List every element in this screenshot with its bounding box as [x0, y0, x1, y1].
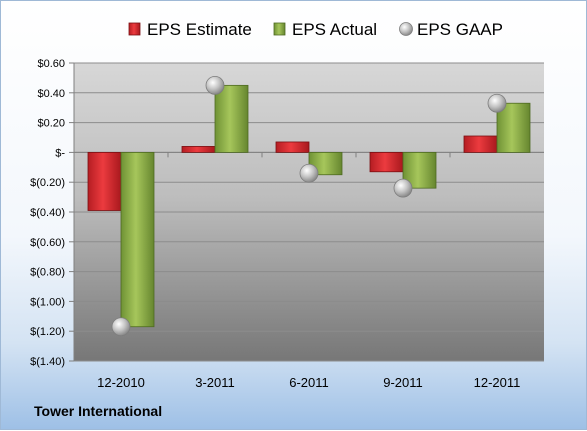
eps-estimate-bar	[87, 151, 122, 211]
eps-estimate-bar	[463, 135, 498, 153]
eps-estimate-bar	[275, 141, 310, 153]
x-tick-label: 6-2011	[289, 375, 329, 390]
x-tick-label: 3-2011	[195, 375, 235, 390]
eps-gaap-marker	[393, 178, 413, 198]
y-tick-label: $(0.40)	[30, 207, 65, 219]
eps-estimate-legend-label: EPS Estimate	[147, 20, 252, 39]
eps-gaap-marker	[487, 93, 507, 113]
eps-actual-legend-icon	[273, 22, 286, 36]
legend: EPS Estimate EPS Actual EPS GAAP	[128, 20, 503, 39]
y-tick-label: $-	[55, 147, 65, 159]
eps-actual-bar	[120, 151, 155, 328]
eps-gaap-legend-icon	[399, 22, 413, 36]
y-tick-label: $(0.80)	[30, 267, 65, 279]
y-tick-label: $(0.20)	[30, 177, 65, 189]
eps-gaap-legend-label: EPS GAAP	[417, 20, 503, 39]
company-name: Tower International	[34, 403, 163, 419]
eps-actual-legend-label: EPS Actual	[292, 20, 377, 39]
eps-estimate-bar	[181, 146, 216, 153]
eps-actual-bar	[214, 84, 249, 153]
x-tick-label: 12-2011	[474, 375, 521, 390]
eps-gaap-marker	[111, 317, 131, 337]
plot-area: $0.60 $0.40 $0.20 $- $(0.20) $(0.40) $(0.60) $(…	[30, 58, 544, 390]
y-tick-label: $(1.40)	[30, 356, 65, 368]
y-tick-label: $(1.00)	[30, 296, 65, 308]
eps-actual-bar	[496, 102, 531, 153]
eps-gaap-marker	[299, 163, 319, 183]
y-tick-label: $0.20	[37, 118, 65, 130]
y-tick-label: $0.60	[37, 58, 65, 70]
x-tick-label: 9-2011	[383, 375, 423, 390]
y-tick-label: $0.40	[37, 88, 65, 100]
x-tick-label: 12-2010	[97, 375, 145, 390]
eps-estimate-bar	[369, 151, 404, 173]
y-tick-label: $(0.60)	[30, 237, 65, 249]
eps-estimate-legend-icon	[128, 22, 141, 36]
eps-gaap-marker	[205, 75, 225, 95]
y-tick-label: $(1.20)	[30, 326, 65, 338]
